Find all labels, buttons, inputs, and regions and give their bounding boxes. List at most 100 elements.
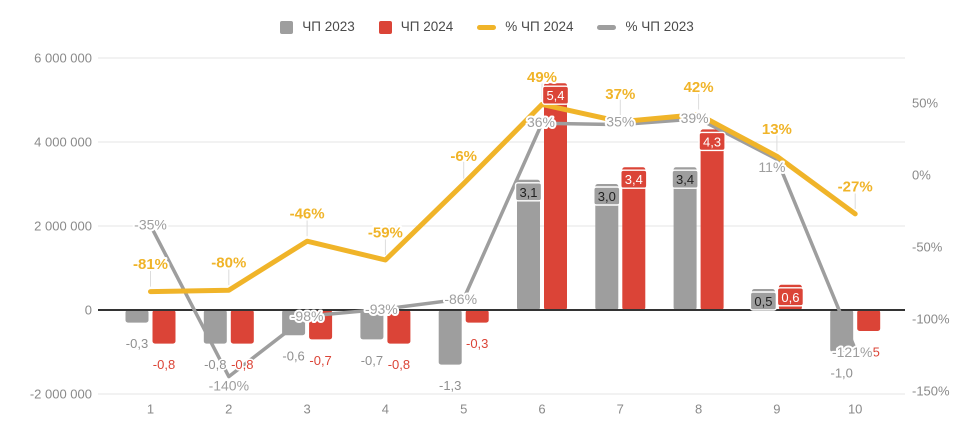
- pct-np2023-label: -121%: [832, 344, 872, 360]
- y-axis-left-tick: -2 000 000: [30, 387, 92, 402]
- pct-np2023-label: -93%: [365, 301, 398, 317]
- pct-np2024-label: 42%: [684, 79, 714, 96]
- pct-np2023-label: 35%: [606, 114, 634, 130]
- bar-value-label: -0,7: [361, 353, 383, 368]
- bar-np2024-cat3[interactable]: [309, 310, 333, 340]
- x-axis-tick: 7: [617, 402, 624, 417]
- bar-np2023-cat1[interactable]: [125, 310, 149, 323]
- x-axis-tick: 10: [848, 402, 862, 417]
- bar-value-chip: [776, 287, 805, 307]
- x-axis-tick: 4: [382, 402, 389, 417]
- x-axis-tick: 2: [225, 402, 232, 417]
- bar-value-label: -0,6: [282, 349, 304, 364]
- y-axis-right-tick: -100%: [912, 312, 950, 327]
- bar-value-label: -0,8: [153, 357, 175, 372]
- bar-value-label: -0,8: [388, 357, 410, 372]
- pct-np2024-label: -81%: [133, 256, 168, 273]
- legend-swatch-np2023-icon: [280, 20, 294, 34]
- pct-np2024-label: -6%: [450, 148, 477, 165]
- bar-np2023-cat5[interactable]: [438, 310, 462, 365]
- bar-np2023-cat6[interactable]: [517, 179, 540, 310]
- y-axis-left-tick: 2 000 000: [34, 219, 92, 234]
- bar-value-label: 3,4: [625, 172, 643, 187]
- bar-np2024-cat10[interactable]: [857, 310, 881, 331]
- bar-value-chip: [671, 169, 699, 189]
- bar-value-chip: [749, 291, 778, 311]
- bar-np2023-cat2[interactable]: [203, 310, 227, 344]
- bar-value-label: 3,0: [598, 189, 616, 204]
- bar-value-chip: [541, 85, 570, 105]
- bar-np2023-cat7[interactable]: [595, 184, 619, 310]
- y-axis-right-tick: 50%: [912, 96, 938, 111]
- bar-value-label: 0,5: [754, 294, 772, 309]
- x-axis-tick: 9: [773, 402, 780, 417]
- legend-item-np2024[interactable]: ЧП 2024: [378, 19, 454, 34]
- bar-value-label: -0,3: [466, 336, 488, 351]
- bar-value-label: -1,3: [439, 378, 461, 393]
- x-axis-tick: 1: [147, 402, 154, 417]
- pct-np2023-label: 11%: [758, 159, 785, 175]
- y-axis-right-tick: 0%: [912, 168, 931, 183]
- bar-np2024-cat8[interactable]: [700, 129, 724, 310]
- bar-value-label: -0,8: [204, 357, 226, 372]
- bar-value-label: 4,3: [703, 134, 721, 149]
- legend-swatch-np2024-icon: [378, 20, 392, 34]
- legend-label-np2024: ЧП 2024: [400, 19, 454, 34]
- pct-np2023-label: -98%: [291, 308, 324, 324]
- bar-np2023-cat10[interactable]: [830, 310, 854, 352]
- x-axis-tick: 8: [695, 402, 702, 417]
- bar-np2024-cat4[interactable]: [387, 310, 411, 344]
- legend-label-pct-np2024: % ЧП 2024: [505, 19, 574, 34]
- bar-np2024-cat6[interactable]: [544, 83, 567, 310]
- bar-value-label: 3,1: [519, 185, 537, 200]
- pct-np2024-label: 13%: [762, 121, 792, 138]
- pct-np2023-label: 36%: [527, 114, 555, 130]
- legend-label-np2023: ЧП 2023: [302, 19, 355, 34]
- pct-np2023-label: 39%: [681, 110, 709, 126]
- bar-value-label: -0,8: [231, 357, 253, 372]
- pct-np2024-label: -80%: [211, 255, 246, 272]
- legend-item-pct-np2024[interactable]: % ЧП 2024: [477, 20, 573, 34]
- pct-np2023-label: -140%: [209, 378, 249, 394]
- x-axis-tick: 3: [303, 402, 310, 417]
- pct-np2024-label: -46%: [290, 206, 325, 223]
- y-axis-left-tick: 4 000 000: [34, 135, 92, 150]
- y-axis-right-tick: -150%: [912, 384, 950, 399]
- bar-value-label: -0,5: [857, 345, 879, 360]
- legend-swatch-pct-np2024-icon: [477, 24, 497, 30]
- bar-np2024-cat2[interactable]: [230, 310, 254, 344]
- bar-np2024-cat7[interactable]: [622, 167, 646, 310]
- bar-value-label: -0,3: [126, 336, 148, 351]
- bar-value-label: -0,7: [309, 353, 331, 368]
- y-axis-left-tick: 0: [85, 303, 92, 318]
- bar-value-label: 0,6: [781, 290, 799, 305]
- line-pct-np2024[interactable]: [148, 101, 858, 295]
- legend-item-pct-np2023[interactable]: % ЧП 2023: [597, 20, 694, 34]
- pct-np2023-label: -86%: [444, 291, 477, 307]
- pct-np2024-label: 37%: [605, 86, 635, 103]
- bar-np2023-cat4[interactable]: [360, 310, 384, 340]
- bar-value-label: 3,4: [676, 172, 694, 187]
- bar-value-chip: [698, 131, 726, 152]
- bar-value-chip: [514, 182, 543, 202]
- bar-value-chip: [593, 186, 621, 206]
- legend-item-np2023[interactable]: ЧП 2023: [280, 19, 355, 34]
- x-axis-tick: 5: [460, 402, 467, 417]
- pct-np2024-label: -59%: [368, 225, 403, 242]
- bar-np2024-cat1[interactable]: [152, 310, 176, 344]
- legend-swatch-pct-np2023-icon: [597, 24, 617, 30]
- bar-np2024-cat5[interactable]: [465, 310, 489, 323]
- pct-np2024-label: 49%: [527, 69, 557, 86]
- pct-np2023-label: -35%: [134, 216, 167, 232]
- bar-value-label: -1,0: [830, 366, 852, 381]
- chart-legend: ЧП 2023 ЧП 2024 % ЧП 2024 % ЧП 2023: [0, 20, 974, 34]
- line-pct-np2023[interactable]: [148, 117, 857, 379]
- bar-value-chip: [620, 169, 648, 189]
- bar-value-label: 5,4: [546, 88, 564, 103]
- bar-np2023-cat8[interactable]: [673, 167, 697, 310]
- pct-np2024-label: -27%: [838, 178, 873, 195]
- y-axis-right-tick: -50%: [912, 240, 943, 255]
- x-axis-tick: 6: [538, 402, 545, 417]
